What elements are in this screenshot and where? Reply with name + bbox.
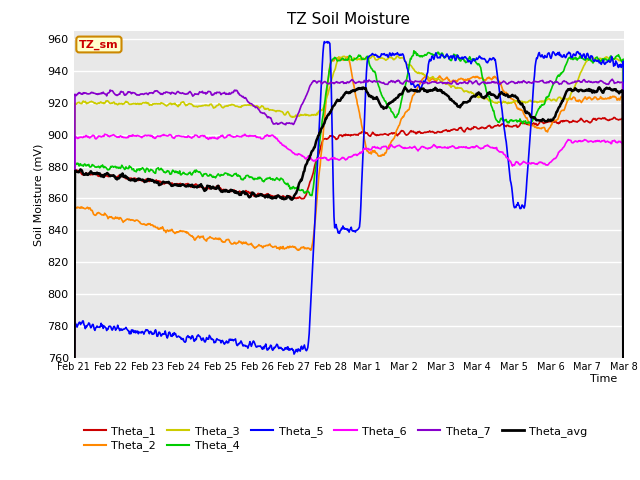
Text: Time: Time <box>590 374 618 384</box>
Title: TZ Soil Moisture: TZ Soil Moisture <box>287 12 410 27</box>
Text: TZ_sm: TZ_sm <box>79 39 119 49</box>
Legend: Theta_1, Theta_2, Theta_3, Theta_4, Theta_5, Theta_6, Theta_7, Theta_avg: Theta_1, Theta_2, Theta_3, Theta_4, Thet… <box>79 422 592 456</box>
Y-axis label: Soil Moisture (mV): Soil Moisture (mV) <box>33 143 44 246</box>
